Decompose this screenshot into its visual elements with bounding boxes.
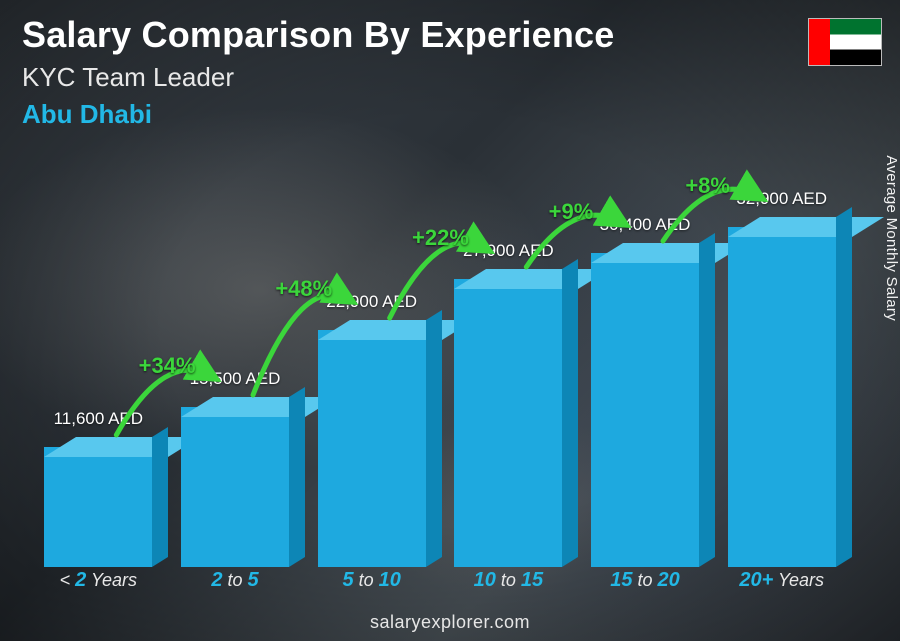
growth-pct: +34% [139, 353, 196, 379]
bar-slot: 15,500 AED [167, 407, 304, 567]
x-axis-label: < 2 Years [30, 569, 167, 597]
growth-pct: +8% [685, 173, 730, 199]
growth-pct: +9% [549, 199, 594, 225]
growth-pct: +22% [412, 225, 469, 251]
bar-slot: 22,900 AED [303, 330, 440, 567]
chart-stage: Salary Comparison By Experience KYC Team… [0, 0, 900, 641]
x-axis-label: 10 to 15 [440, 569, 577, 597]
bar [454, 279, 562, 567]
y-axis-label: Average Monthly Salary [884, 155, 900, 321]
bar-slot: 32,900 AED [713, 227, 850, 567]
bar-slot: 30,400 AED [577, 253, 714, 567]
bar [181, 407, 289, 567]
bar [44, 447, 152, 567]
bar [728, 227, 836, 567]
bar-chart: 11,600 AED15,500 AED22,900 AED27,900 AED… [30, 123, 850, 593]
bar [591, 253, 699, 567]
bar-slot: 11,600 AED [30, 447, 167, 567]
uae-flag-icon [808, 18, 882, 66]
growth-pct: +48% [275, 276, 332, 302]
page-subtitle: KYC Team Leader [22, 62, 614, 93]
x-axis-labels: < 2 Years2 to 55 to 1010 to 1515 to 2020… [30, 569, 850, 597]
bar [318, 330, 426, 567]
attribution: salaryexplorer.com [0, 612, 900, 633]
bar-slot: 27,900 AED [440, 279, 577, 567]
page-title: Salary Comparison By Experience [22, 14, 614, 56]
x-axis-label: 20+ Years [713, 569, 850, 597]
x-axis-label: 2 to 5 [167, 569, 304, 597]
x-axis-label: 5 to 10 [303, 569, 440, 597]
title-block: Salary Comparison By Experience KYC Team… [22, 14, 614, 130]
x-axis-label: 15 to 20 [577, 569, 714, 597]
value-label: 11,600 AED [18, 409, 178, 429]
